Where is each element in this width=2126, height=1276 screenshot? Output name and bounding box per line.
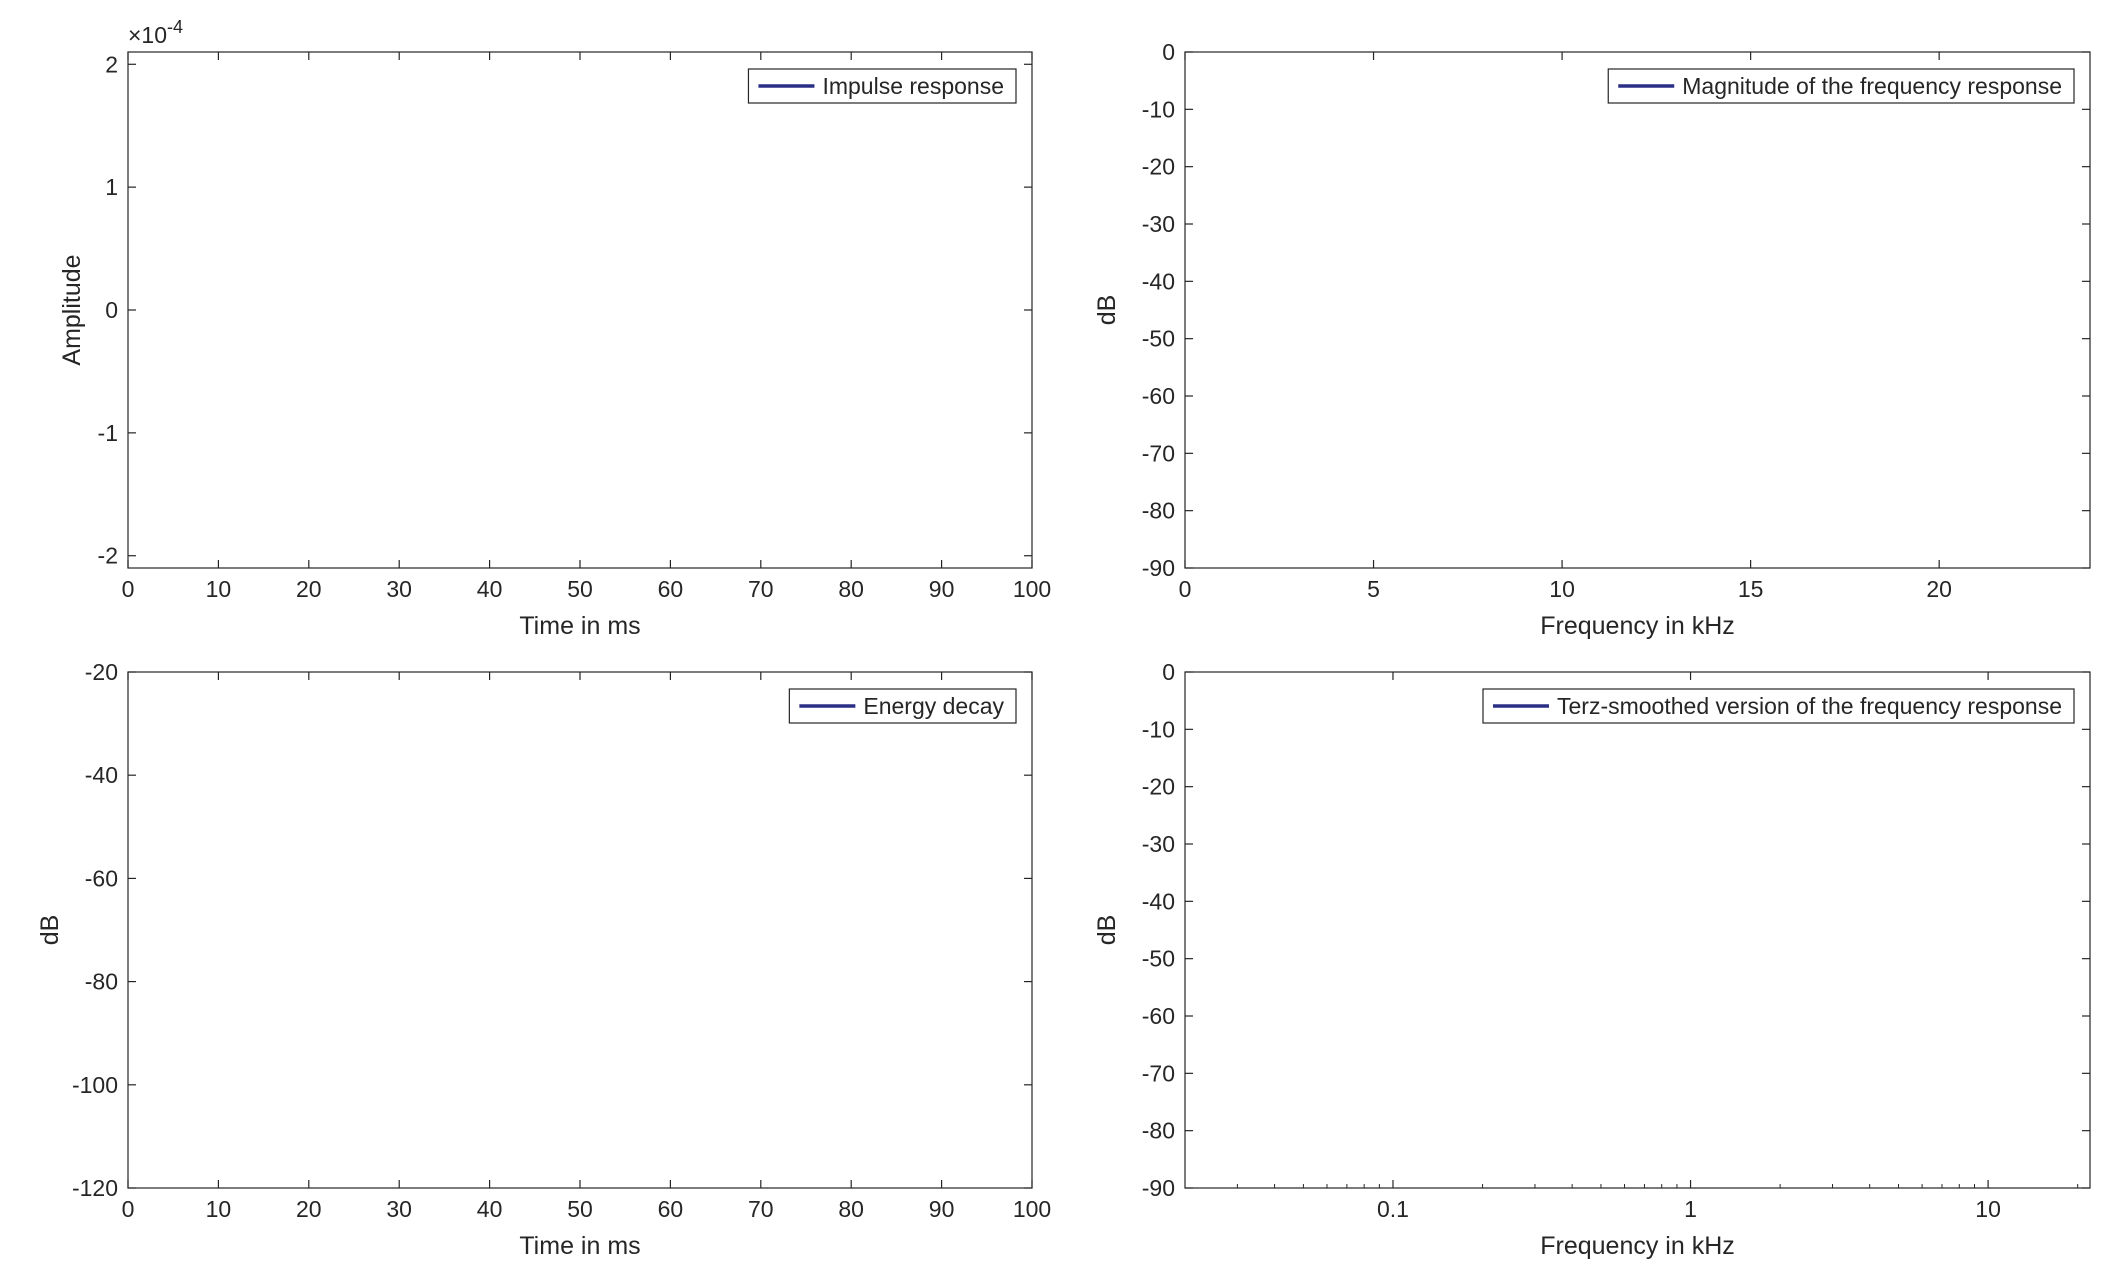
- x-tick-label: 40: [477, 1196, 503, 1222]
- chart-terz: 0.1 1 10 0 -10 -20 -30 -40 -50 -60 -70 -80 -90 Freque…: [1093, 659, 2091, 1260]
- x-tick-label: 10: [206, 1196, 232, 1222]
- legend: Impulse response: [747, 68, 1017, 104]
- y-axis-label: dB: [1093, 915, 1121, 946]
- x-tick-label: 30: [386, 1196, 412, 1222]
- x-tick-label: 20: [296, 576, 322, 602]
- x-tick-label: 60: [658, 1196, 684, 1222]
- x-tick-label: 40: [477, 576, 503, 602]
- legend-label: Energy decay: [863, 693, 1004, 719]
- x-axis-label: Frequency in kHz: [1540, 612, 1735, 640]
- y-tick-label: 0: [1162, 659, 1175, 685]
- x-tick-label: 30: [386, 576, 412, 602]
- x-tick-label: 90: [929, 576, 955, 602]
- x-tick-label: 80: [838, 1196, 864, 1222]
- y-tick-label: 0: [105, 297, 118, 323]
- y-tick-label: -10: [1142, 716, 1175, 742]
- x-tick-label: 80: [838, 576, 864, 602]
- x-tick-label: 5: [1367, 576, 1380, 602]
- y-tick-label: -40: [1142, 888, 1175, 914]
- x-tick-label: 15: [1738, 576, 1764, 602]
- axis-box: [1184, 51, 2091, 569]
- x-tick-label: 0.1: [1377, 1196, 1409, 1222]
- y-tick-label: -80: [85, 969, 118, 995]
- y-tick-label: -60: [85, 865, 118, 891]
- x-tick-label: 10: [206, 576, 232, 602]
- x-tick-label: 100: [1013, 576, 1051, 602]
- y-tick-label: -120: [72, 1175, 118, 1201]
- legend: Terz-smoothed version of the frequency r…: [1482, 688, 2075, 724]
- y-tick-label: 2: [105, 51, 118, 77]
- y-tick-label: -100: [72, 1072, 118, 1098]
- x-tick-label: 90: [929, 1196, 955, 1222]
- axis-box: [127, 671, 1033, 1189]
- x-tick-label: 60: [658, 576, 684, 602]
- y-tick-label: -50: [1142, 946, 1175, 972]
- y-tick-label: -20: [85, 659, 118, 685]
- x-axis-label: Time in ms: [519, 612, 640, 640]
- x-tick-label: 70: [748, 1196, 774, 1222]
- x-axis-label: Time in ms: [519, 1232, 640, 1260]
- y-tick-label: -1: [98, 420, 118, 446]
- y-tick-label: -10: [1142, 96, 1175, 122]
- legend: Magnitude of the frequency response: [1607, 68, 2075, 104]
- x-tick-label: 0: [122, 1196, 135, 1222]
- y-tick-label: -50: [1142, 326, 1175, 352]
- x-tick-label: 50: [567, 1196, 593, 1222]
- y-tick-label: -90: [1142, 555, 1175, 581]
- y-exponent-label: ×10-4: [128, 17, 183, 48]
- y-tick-label: -30: [1142, 831, 1175, 857]
- y-tick-label: 1: [105, 174, 118, 200]
- legend-box: [1607, 68, 2075, 104]
- legend-box: [1482, 688, 2075, 724]
- y-axis-label: dB: [1093, 295, 1121, 326]
- y-tick-label: -30: [1142, 211, 1175, 237]
- legend: Energy decay: [788, 688, 1017, 724]
- axis-box: [1184, 671, 2091, 1189]
- y-tick-label: 0: [1162, 39, 1175, 65]
- y-tick-label: -2: [98, 543, 118, 569]
- y-tick-label: -70: [1142, 440, 1175, 466]
- chart-energy: 0 10 20 30 40 50 60 70 80 90 100 -20 -40 -60 -80 -100 -1…: [36, 659, 1051, 1260]
- x-tick-label: 10: [1549, 576, 1575, 602]
- x-tick-label: 70: [748, 576, 774, 602]
- axis-box: [127, 51, 1033, 569]
- y-axis-label: Amplitude: [58, 254, 86, 365]
- y-tick-label: -80: [1142, 1118, 1175, 1144]
- x-tick-label: 100: [1013, 1196, 1051, 1222]
- chart-impulse: 0 10 20 30 40 50 60 70 80 90 100 -2 -1 0 1 2 Time in ms A…: [58, 17, 1051, 640]
- y-axis-label: dB: [36, 915, 64, 946]
- x-axis-label: Frequency in kHz: [1540, 1232, 1735, 1260]
- chart-magnitude: 0 5 10 15 20 0 -10 -20 -30 -40 -50 -60 -70 -80 -90 Freq…: [1093, 39, 2091, 640]
- y-tick-label: -40: [85, 762, 118, 788]
- legend-label: Impulse response: [822, 73, 1004, 99]
- y-tick-label: -60: [1142, 1003, 1175, 1029]
- y-tick-label: -20: [1142, 154, 1175, 180]
- x-tick-label: 0: [122, 576, 135, 602]
- x-tick-label: 10: [1975, 1196, 2001, 1222]
- legend-label: Terz-smoothed version of the frequency r…: [1557, 693, 2062, 719]
- x-tick-label: 20: [296, 1196, 322, 1222]
- y-tick-label: -80: [1142, 498, 1175, 524]
- y-tick-label: -20: [1142, 774, 1175, 800]
- y-tick-label: -60: [1142, 383, 1175, 409]
- y-tick-label: -40: [1142, 268, 1175, 294]
- y-tick-label: -70: [1142, 1060, 1175, 1086]
- y-tick-label: -90: [1142, 1175, 1175, 1201]
- legend-label: Magnitude of the frequency response: [1682, 73, 2062, 99]
- x-tick-label: 1: [1684, 1196, 1697, 1222]
- x-tick-label: 0: [1179, 576, 1192, 602]
- x-tick-label: 50: [567, 576, 593, 602]
- x-tick-label: 20: [1926, 576, 1952, 602]
